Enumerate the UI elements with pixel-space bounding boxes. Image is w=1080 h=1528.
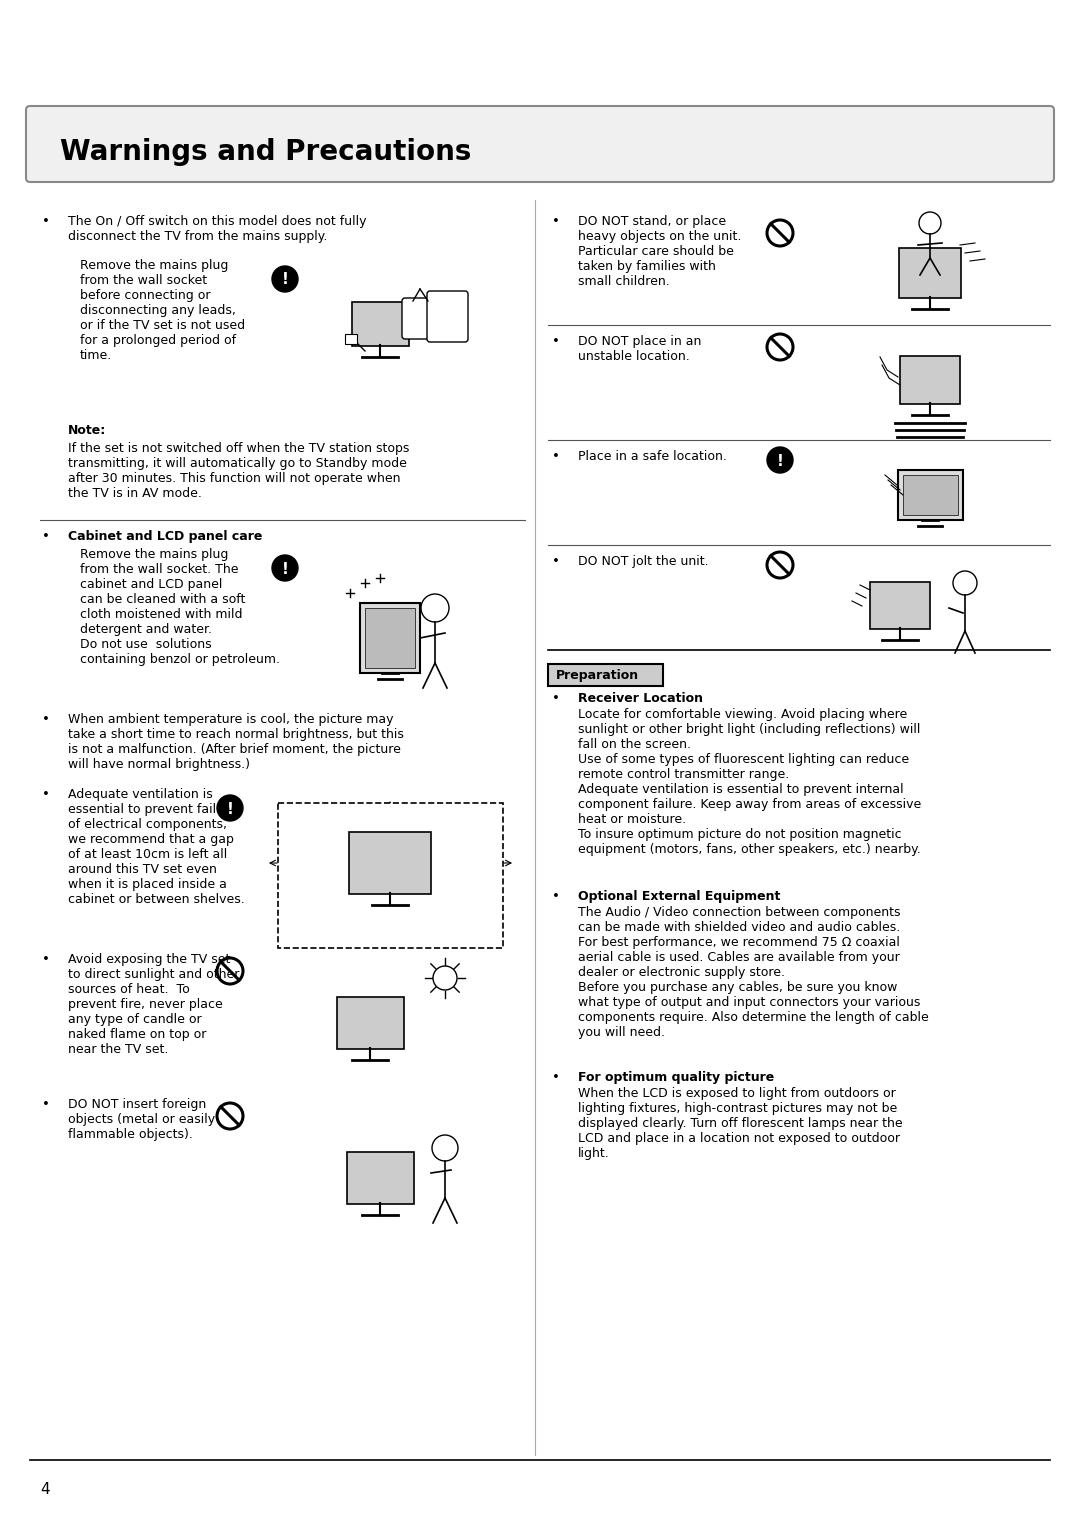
Circle shape xyxy=(217,795,243,821)
Text: DO NOT jolt the unit.: DO NOT jolt the unit. xyxy=(578,555,708,568)
Text: •: • xyxy=(552,889,559,903)
FancyBboxPatch shape xyxy=(899,248,961,298)
Text: Remove the mains plug
from the wall socket
before connecting or
disconnecting an: Remove the mains plug from the wall sock… xyxy=(80,260,245,362)
FancyBboxPatch shape xyxy=(402,298,446,339)
FancyBboxPatch shape xyxy=(337,996,404,1050)
Text: !: ! xyxy=(282,272,288,287)
Text: •: • xyxy=(552,1071,559,1083)
Text: •: • xyxy=(552,451,559,463)
Text: •: • xyxy=(42,530,50,542)
FancyBboxPatch shape xyxy=(351,303,408,345)
Text: DO NOT stand, or place
heavy objects on the unit.
Particular care should be
take: DO NOT stand, or place heavy objects on … xyxy=(578,215,741,287)
Text: !: ! xyxy=(282,561,288,576)
Text: Remove the mains plug
from the wall socket. The
cabinet and LCD panel
can be cle: Remove the mains plug from the wall sock… xyxy=(80,549,280,666)
Bar xyxy=(548,665,663,686)
Text: !: ! xyxy=(227,802,233,816)
Bar xyxy=(360,604,420,672)
Text: •: • xyxy=(552,692,559,704)
Bar xyxy=(365,608,415,668)
Text: •: • xyxy=(42,215,50,228)
Text: •: • xyxy=(552,555,559,568)
Text: •: • xyxy=(552,335,559,348)
Text: The On / Off switch on this model does not fully
disconnect the TV from the main: The On / Off switch on this model does n… xyxy=(68,215,366,243)
FancyBboxPatch shape xyxy=(900,356,960,403)
Text: Warnings and Precautions: Warnings and Precautions xyxy=(60,138,471,167)
FancyBboxPatch shape xyxy=(26,105,1054,182)
Circle shape xyxy=(272,555,298,581)
Text: Locate for comfortable viewing. Avoid placing where
sunlight or other bright lig: Locate for comfortable viewing. Avoid pl… xyxy=(578,707,921,856)
Text: Cabinet and LCD panel care: Cabinet and LCD panel care xyxy=(68,530,262,542)
Text: If the set is not switched off when the TV station stops
transmitting, it will a: If the set is not switched off when the … xyxy=(68,442,409,500)
Text: Place in a safe location.: Place in a safe location. xyxy=(578,451,727,463)
Circle shape xyxy=(272,266,298,292)
FancyBboxPatch shape xyxy=(349,833,431,894)
Text: Receiver Location: Receiver Location xyxy=(578,692,703,704)
Text: 4: 4 xyxy=(40,1482,50,1497)
Text: Preparation: Preparation xyxy=(556,669,639,681)
Bar xyxy=(897,471,962,520)
Bar xyxy=(278,804,503,947)
Text: Optional External Equipment: Optional External Equipment xyxy=(578,889,781,903)
Text: The Audio / Video connection between components
can be made with shielded video : The Audio / Video connection between com… xyxy=(578,906,929,1039)
Text: •: • xyxy=(42,953,50,966)
Text: •: • xyxy=(42,788,50,801)
Text: Avoid exposing the TV set
to direct sunlight and other
sources of heat.  To
prev: Avoid exposing the TV set to direct sunl… xyxy=(68,953,240,1056)
Bar xyxy=(903,475,958,515)
Text: •: • xyxy=(552,215,559,228)
Text: When ambient temperature is cool, the picture may
take a short time to reach nor: When ambient temperature is cool, the pi… xyxy=(68,714,404,772)
Text: •: • xyxy=(42,714,50,726)
Text: For optimum quality picture: For optimum quality picture xyxy=(578,1071,774,1083)
Text: DO NOT place in an
unstable location.: DO NOT place in an unstable location. xyxy=(578,335,701,364)
Text: Note:: Note: xyxy=(68,423,106,437)
Text: When the LCD is exposed to light from outdoors or
lighting fixtures, high-contra: When the LCD is exposed to light from ou… xyxy=(578,1086,903,1160)
Bar xyxy=(345,335,357,344)
Text: Adequate ventilation is
essential to prevent failure
of electrical components,
w: Adequate ventilation is essential to pre… xyxy=(68,788,245,906)
Circle shape xyxy=(767,448,793,474)
FancyBboxPatch shape xyxy=(427,290,468,342)
Text: •: • xyxy=(42,1099,50,1111)
Text: !: ! xyxy=(777,454,783,469)
FancyBboxPatch shape xyxy=(347,1152,414,1204)
FancyBboxPatch shape xyxy=(870,582,930,628)
Text: DO NOT insert foreign
objects (metal or easily
flammable objects).: DO NOT insert foreign objects (metal or … xyxy=(68,1099,215,1141)
